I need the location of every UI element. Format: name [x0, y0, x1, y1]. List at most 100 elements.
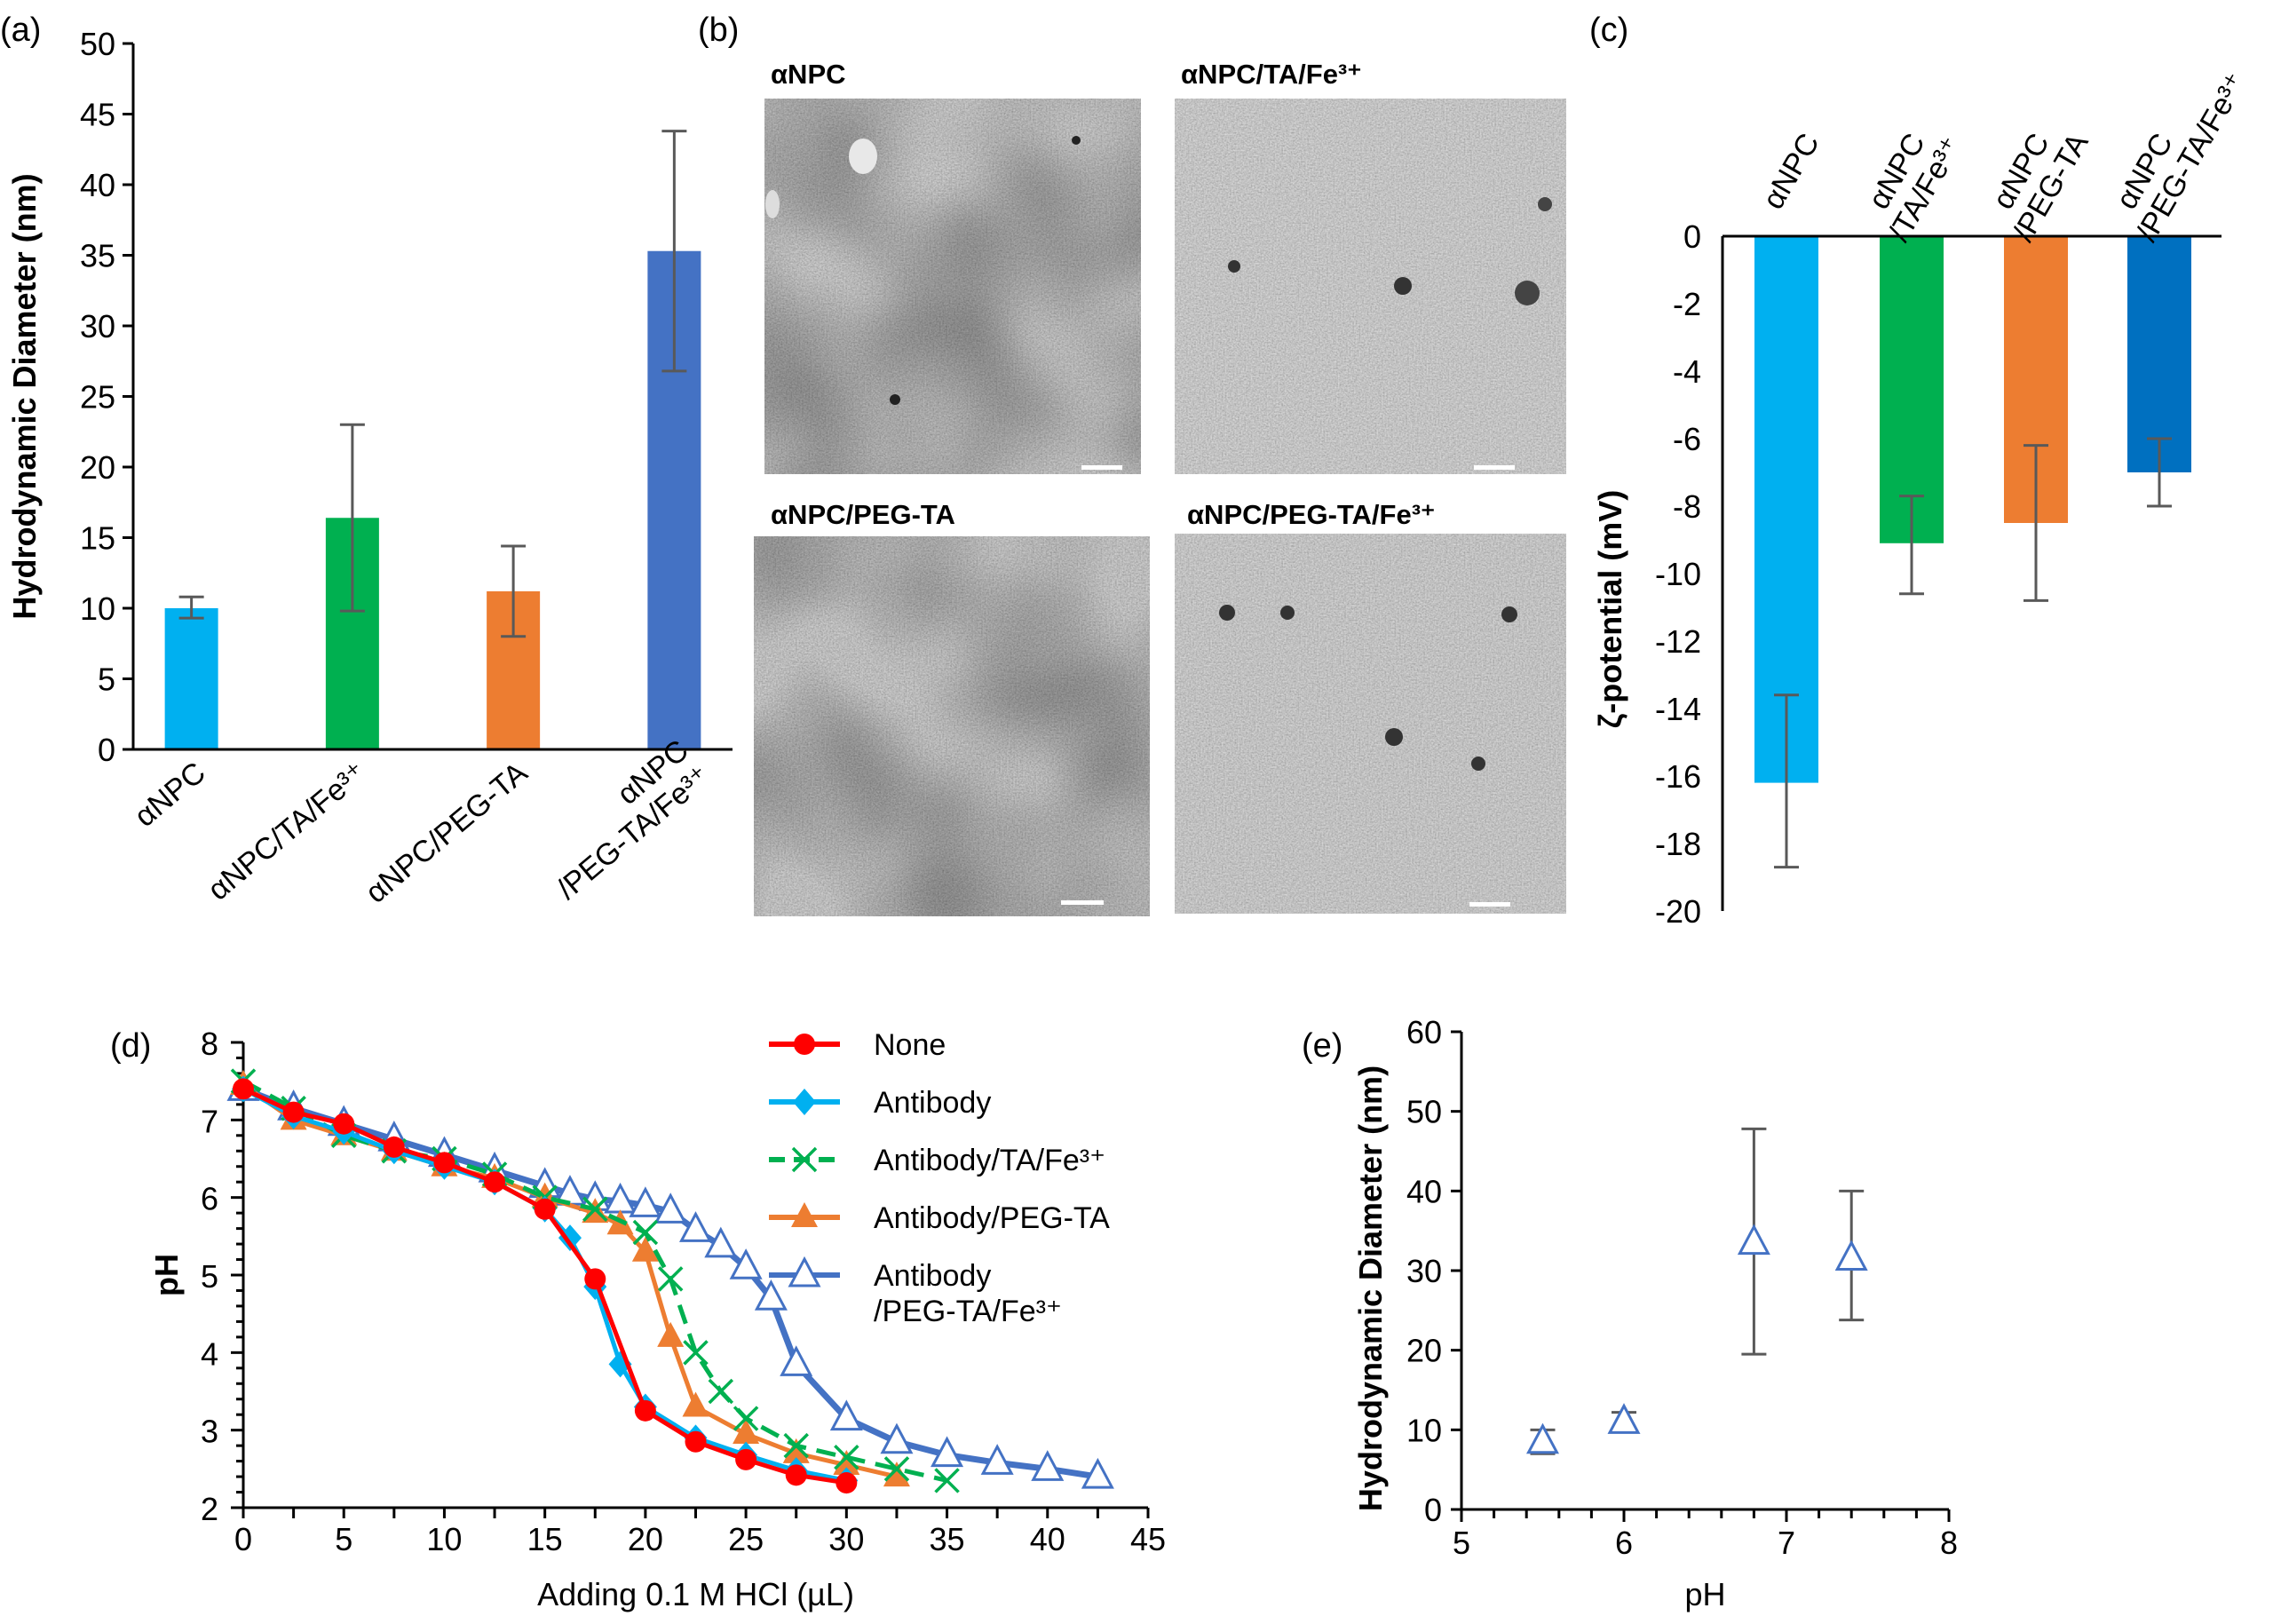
legend-item: None — [769, 1028, 946, 1062]
legend-label-line: Antibody/TA/Fe³⁺ — [874, 1144, 1105, 1177]
bar — [1754, 236, 1818, 783]
legend-label-line: None — [874, 1028, 946, 1062]
data-point — [733, 1406, 759, 1431]
data-point — [558, 1224, 582, 1252]
legend-marker — [788, 1256, 821, 1287]
data-point — [685, 1430, 707, 1453]
panel-label-e: (e) — [1302, 1027, 1342, 1065]
data-point — [833, 1449, 860, 1475]
error-bar — [1899, 495, 1924, 596]
x-tick-label: 35 — [930, 1521, 965, 1557]
scale-bar — [1474, 465, 1515, 470]
legend-label: Antibody — [874, 1086, 991, 1120]
x-tick-label: 8 — [1940, 1525, 1958, 1561]
y-tick-label: 60 — [1406, 1014, 1442, 1050]
x-category-label: αNPC/PEG-TA — [360, 756, 535, 910]
y-tick-label: -14 — [1655, 691, 1701, 727]
data-point — [683, 1340, 709, 1366]
y-tick-label: 2 — [201, 1491, 218, 1527]
data-point — [433, 1152, 455, 1174]
data-point — [584, 1268, 606, 1290]
data-point — [934, 1468, 960, 1493]
y-axis-title: ζ-potential (mV) — [1592, 490, 1628, 729]
data-point — [780, 1345, 813, 1376]
y-tick-label: -18 — [1655, 826, 1701, 862]
data-point — [880, 1422, 914, 1454]
x-tick-label: 15 — [527, 1521, 563, 1557]
y-tick-label: -16 — [1655, 758, 1701, 795]
y-tick-label: 0 — [1683, 218, 1701, 255]
y-tick-label: -8 — [1673, 488, 1701, 525]
legend-item: Antibody/TA/Fe³⁺ — [769, 1144, 1105, 1177]
error-bar — [1774, 693, 1799, 869]
tem-image-anpc-peg-ta: αNPC/PEG-TA — [754, 499, 1150, 916]
tem-label: αNPC/PEG-TA — [771, 499, 955, 530]
y-tick-label: 40 — [80, 167, 115, 203]
error-bar — [2147, 437, 2172, 508]
data-point — [582, 1196, 608, 1223]
y-tick-label: -6 — [1673, 421, 1701, 457]
x-category-label-line: αNPC — [128, 756, 211, 834]
legend-label: Antibody/PEG-TA — [874, 1201, 1110, 1235]
data-point — [704, 1226, 738, 1258]
data-point — [1834, 1240, 1868, 1271]
y-tick-label: 0 — [98, 732, 115, 768]
data-point — [980, 1444, 1014, 1475]
legend-marker — [791, 1146, 818, 1173]
y-tick-label: 35 — [80, 238, 115, 274]
chart-e-diameter-vs-ph-scatter: 0 10 20 30 40 50 60 5 6 7 8 pH Hydrodynamic Diameter… — [1352, 1014, 1958, 1612]
data-point — [883, 1456, 910, 1482]
tem-image-anpc-ta-fe: αNPC/TA/Fe³⁺ — [1175, 59, 1566, 474]
data-point — [1737, 1224, 1770, 1256]
data-point — [632, 1219, 659, 1246]
legend-item: Antibody/PEG-TA — [769, 1201, 1110, 1235]
data-point — [883, 1462, 910, 1487]
y-tick-label: -20 — [1655, 893, 1701, 930]
legend-label: Antibody/TA/Fe³⁺ — [874, 1144, 1105, 1177]
error-bar — [501, 544, 527, 638]
x-tick-label: 20 — [628, 1521, 663, 1557]
data-point — [534, 1198, 556, 1220]
y-axis-title: Hydrodynamic Diameter (nm) — [6, 173, 43, 619]
x-tick-label: 25 — [728, 1521, 764, 1557]
y-tick-label: 10 — [1406, 1412, 1442, 1448]
panel-label-c: (c) — [1589, 12, 1628, 49]
y-tick-label: -4 — [1673, 353, 1701, 390]
scale-bar — [1081, 465, 1122, 470]
x-category-label: αNPC/PEG-TA/Fe³⁺ — [2101, 51, 2253, 248]
tem-label: αNPC — [771, 59, 846, 90]
y-tick-label: 5 — [98, 661, 115, 698]
x-axis-title: Adding 0.1 M HCl (µL) — [537, 1576, 854, 1612]
data-point — [634, 1399, 656, 1422]
data-point — [657, 1266, 684, 1292]
data-point — [282, 1101, 305, 1123]
y-tick-label: -12 — [1655, 623, 1701, 660]
bar — [2127, 236, 2191, 472]
x-category-label-line: αNPC — [1756, 128, 1826, 215]
x-category-label: αNPC/TA/Fe³⁺ — [202, 756, 373, 907]
data-point — [653, 1192, 687, 1224]
y-tick-label: 8 — [201, 1026, 218, 1062]
error-bar — [178, 595, 204, 620]
x-category-label-line: αNPC/TA/Fe³⁺ — [202, 756, 373, 907]
y-tick-label: -10 — [1655, 556, 1701, 592]
data-point — [735, 1448, 757, 1470]
chart-c-zeta-potential-bars: 0 -2 -4 -6 -8 -10 -12 -14 -16 -18 -20 ζ-potential (… — [1592, 51, 2253, 930]
data-point — [834, 1444, 859, 1470]
legend-label-line: /PEG-TA/Fe³⁺ — [874, 1295, 1062, 1328]
data-point — [783, 1432, 809, 1459]
tem-image-panel: αNPC αNPC/TA/Fe³⁺ αNPC/PEG-TA — [754, 59, 1566, 916]
panel-label-d: (d) — [110, 1027, 151, 1065]
y-axis-title: Hydrodynamic Diameter (nm) — [1352, 1066, 1389, 1511]
y-axis-title: pH — [148, 1254, 185, 1296]
tem-label: αNPC/PEG-TA/Fe³⁺ — [1187, 499, 1435, 530]
scale-bar — [1469, 902, 1510, 907]
legend-marker — [794, 1034, 815, 1055]
legend-label-line: Antibody/PEG-TA — [874, 1201, 1110, 1235]
data-point — [631, 1236, 659, 1262]
data-point — [1607, 1403, 1641, 1434]
x-tick-label: 0 — [234, 1521, 252, 1557]
x-category-label: αNPC — [128, 756, 211, 834]
chart-a-hydrodynamic-diameter-bars: 0 5 10 15 20 25 30 35 40 45 50 Hydrodynamic Diamete… — [6, 26, 733, 910]
